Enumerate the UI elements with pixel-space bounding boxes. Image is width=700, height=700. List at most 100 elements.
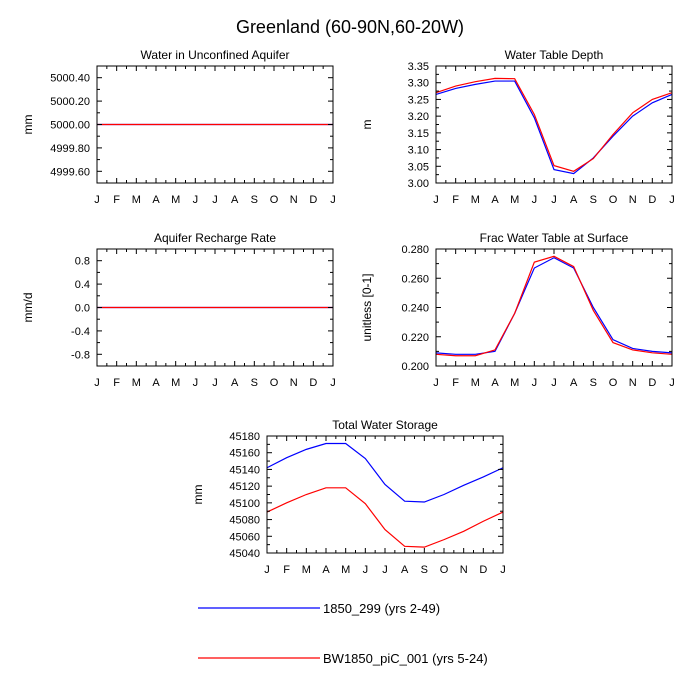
x-tick-label: J (330, 194, 336, 206)
y-tick-label: 3.30 (408, 78, 429, 90)
y-tick-label: 0.240 (401, 303, 429, 315)
y-tick-label: 0.200 (401, 361, 429, 373)
legend-label-2: BW1850_piC_001 (yrs 5-24) (323, 651, 488, 666)
x-tick-label: J (212, 194, 218, 206)
x-tick-label: O (609, 194, 618, 206)
x-tick-label: D (309, 377, 317, 389)
x-tick-label: F (283, 564, 290, 576)
series-line-2 (435, 255, 673, 357)
x-tick-label: M (171, 194, 180, 206)
y-tick-label: 4999.60 (50, 166, 90, 178)
x-tick-label: M (171, 377, 180, 389)
x-tick-label: J (94, 377, 100, 389)
panel-title: Aquifer Recharge Rate (154, 231, 276, 245)
panel-title: Water in Unconfined Aquifer (141, 48, 290, 62)
y-tick-label: 3.20 (408, 111, 429, 123)
x-tick-label: J (212, 377, 218, 389)
x-tick-label: M (132, 377, 141, 389)
series-line-1 (435, 80, 673, 175)
series-line-2 (266, 487, 504, 548)
y-tick-label: 4999.80 (50, 143, 90, 155)
y-tick-label: 0.4 (75, 279, 90, 291)
series-line-1 (266, 442, 504, 503)
y-tick-label: 3.15 (408, 128, 429, 140)
y-tick-label: 0.280 (401, 244, 429, 256)
y-tick-label: 45080 (229, 515, 260, 527)
x-tick-label: D (648, 194, 656, 206)
x-tick-label: A (491, 377, 499, 389)
y-tick-label: 0.8 (75, 256, 90, 268)
y-tick-label: 45180 (229, 431, 260, 443)
x-tick-label: A (322, 564, 330, 576)
x-tick-label: J (532, 194, 538, 206)
x-tick-label: J (500, 564, 506, 576)
y-tick-label: -0.8 (71, 349, 90, 361)
x-tick-label: A (152, 377, 160, 389)
figure-title: Greenland (60-90N,60-20W) (236, 17, 464, 37)
y-tick-label: 3.10 (408, 145, 429, 157)
x-tick-label: A (231, 194, 239, 206)
x-tick-label: M (132, 194, 141, 206)
y-tick-label: 0.220 (401, 332, 429, 344)
x-tick-label: D (479, 564, 487, 576)
x-tick-label: J (94, 194, 100, 206)
x-tick-label: A (231, 377, 239, 389)
x-tick-label: A (152, 194, 160, 206)
x-tick-label: J (669, 194, 675, 206)
y-tick-label: 3.05 (408, 161, 429, 173)
x-tick-label: N (460, 564, 468, 576)
y-tick-label: 3.35 (408, 61, 429, 73)
series-line-1 (435, 257, 673, 355)
x-tick-label: M (302, 564, 311, 576)
x-tick-label: J (433, 377, 439, 389)
x-tick-label: M (471, 377, 480, 389)
x-tick-label: N (290, 377, 298, 389)
x-tick-label: O (270, 194, 279, 206)
x-tick-label: J (551, 194, 557, 206)
x-tick-label: J (532, 377, 538, 389)
x-tick-label: N (290, 194, 298, 206)
x-tick-label: D (309, 194, 317, 206)
y-axis-label: mm (191, 485, 205, 505)
y-axis-label: mm (21, 115, 35, 135)
y-tick-label: 0.260 (401, 273, 429, 285)
x-tick-label: A (570, 377, 578, 389)
y-axis-label: unitless [0-1] (360, 273, 374, 341)
x-tick-label: F (113, 194, 120, 206)
legend: 1850_299 (yrs 2-49) BW1850_piC_001 (yrs 5… (198, 601, 488, 666)
x-tick-label: J (551, 377, 557, 389)
x-tick-label: J (193, 377, 199, 389)
y-tick-label: 0.0 (75, 303, 90, 315)
plot-frame (266, 435, 504, 554)
x-tick-label: J (382, 564, 388, 576)
x-tick-label: S (251, 377, 258, 389)
x-tick-label: O (440, 564, 449, 576)
x-tick-label: M (341, 564, 350, 576)
y-tick-label: 3.25 (408, 94, 429, 106)
y-tick-label: 45120 (229, 481, 260, 493)
x-tick-label: N (629, 377, 637, 389)
panel-title: Water Table Depth (505, 48, 604, 62)
x-tick-label: J (433, 194, 439, 206)
x-tick-label: N (629, 194, 637, 206)
y-axis-label: mm/d (21, 293, 35, 323)
y-tick-label: 5000.20 (50, 96, 90, 108)
x-tick-label: J (363, 564, 369, 576)
series-line-2 (435, 77, 673, 172)
x-tick-label: J (193, 194, 199, 206)
x-tick-label: O (609, 377, 618, 389)
x-tick-label: M (510, 194, 519, 206)
x-tick-label: M (471, 194, 480, 206)
x-tick-label: J (330, 377, 336, 389)
x-tick-label: S (251, 194, 258, 206)
y-axis-label: m (360, 120, 374, 130)
x-tick-label: O (270, 377, 279, 389)
y-tick-label: 45140 (229, 464, 260, 476)
panel-title: Frac Water Table at Surface (480, 231, 629, 245)
y-tick-label: 45060 (229, 531, 260, 543)
panel-title: Total Water Storage (332, 418, 438, 432)
y-tick-label: 5000.00 (50, 120, 90, 132)
